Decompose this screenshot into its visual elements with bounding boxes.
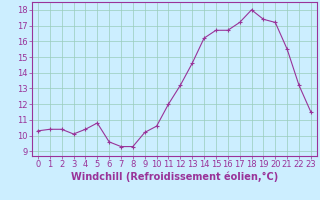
X-axis label: Windchill (Refroidissement éolien,°C): Windchill (Refroidissement éolien,°C) [71, 172, 278, 182]
